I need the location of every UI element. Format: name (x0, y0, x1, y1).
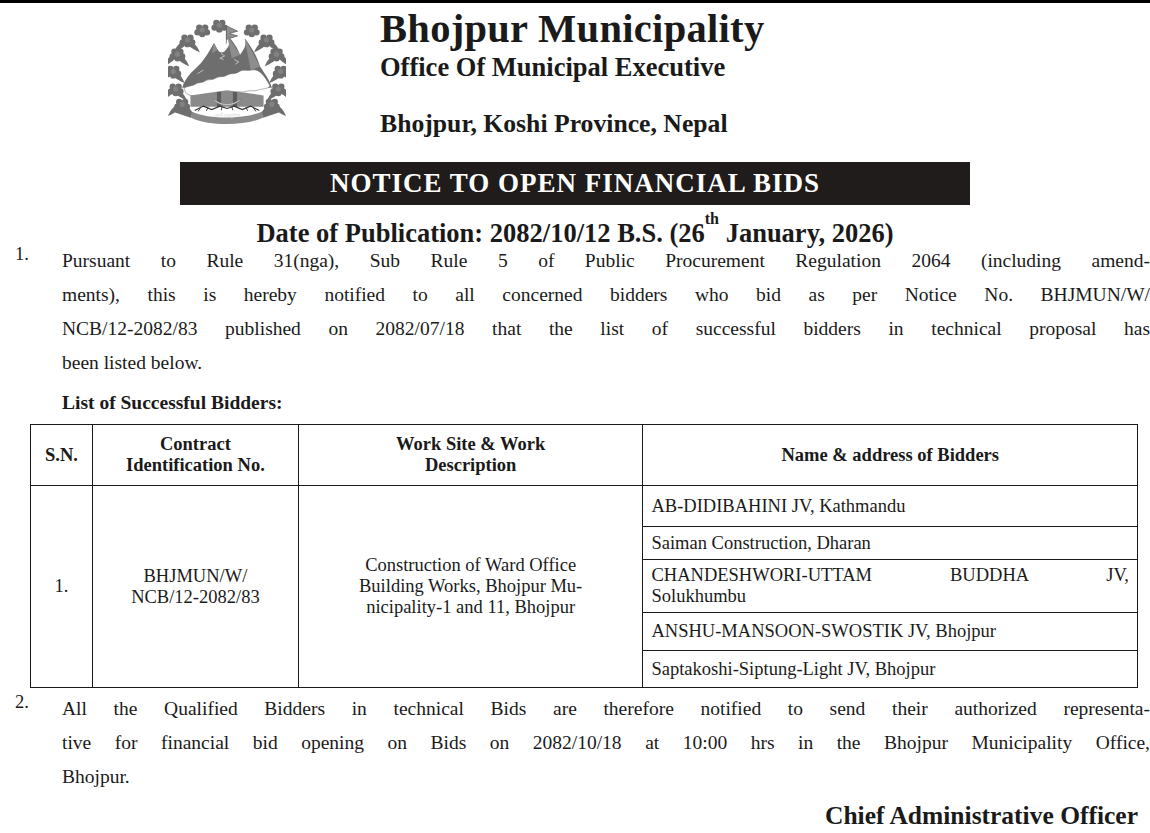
svg-text:जननी जन्मभूमिश्च: जननी जन्मभूमिश्च (213, 112, 240, 119)
